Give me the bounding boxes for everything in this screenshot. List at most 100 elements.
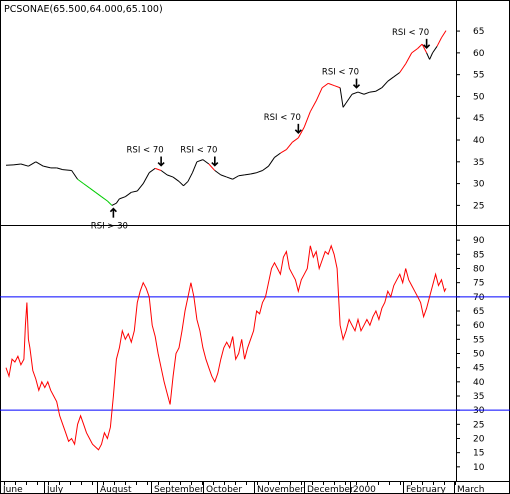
x-tick-label: June bbox=[2, 485, 23, 494]
rsi-signal-annotation: RSI < 70 bbox=[127, 146, 165, 167]
price-y-tick-label: 30 bbox=[473, 180, 485, 190]
x-tick-label: December bbox=[307, 485, 354, 494]
rsi-signal-annotation: RSI < 70 bbox=[180, 146, 219, 167]
price-line-segment bbox=[274, 152, 281, 158]
rsi-y-tick-label: 80 bbox=[473, 265, 485, 275]
price-line-segment bbox=[436, 37, 442, 47]
rsi-signal-label: RSI < 70 bbox=[180, 146, 217, 156]
price-line-segment bbox=[232, 175, 239, 180]
price-line-segment bbox=[77, 178, 84, 185]
price-line-segment bbox=[339, 87, 344, 108]
price-line-segment bbox=[417, 43, 423, 49]
rsi-signal-label: RSI < 70 bbox=[322, 68, 359, 78]
price-line-segment bbox=[421, 43, 428, 54]
x-tick-label: February bbox=[406, 485, 447, 494]
price-line-segment bbox=[196, 159, 204, 163]
price-line-segment bbox=[411, 48, 418, 54]
price-line-segment bbox=[202, 159, 210, 165]
price-line-segment bbox=[136, 183, 144, 192]
price-line-segment bbox=[35, 161, 44, 167]
price-line-segment bbox=[172, 176, 180, 182]
price-line-segment bbox=[244, 173, 251, 176]
price-line-segment bbox=[89, 187, 96, 193]
price-line-segment bbox=[357, 91, 365, 95]
price-line-segment bbox=[119, 196, 126, 200]
x-axis: June July August September October November De… bbox=[0, 481, 510, 494]
price-line-segment bbox=[183, 181, 189, 187]
price-line-segment bbox=[226, 176, 233, 180]
price-y-tick-label: 35 bbox=[473, 158, 484, 168]
price-line-segment bbox=[369, 90, 376, 93]
rsi-y-tick-label: 35 bbox=[473, 392, 484, 402]
price-line-segment bbox=[71, 170, 79, 180]
rsi-y-tick-label: 30 bbox=[473, 406, 485, 416]
price-line-segment bbox=[268, 157, 275, 167]
price-line-segment bbox=[166, 174, 174, 178]
price-line-segment bbox=[28, 161, 37, 167]
price-line-segment bbox=[297, 126, 305, 139]
price-line-segment bbox=[214, 170, 222, 176]
rsi-y-tick-label: 90 bbox=[473, 236, 485, 246]
up-arrow-head-icon bbox=[109, 207, 117, 213]
price-line-segment bbox=[83, 183, 90, 189]
rsi-y-tick-label: 25 bbox=[473, 420, 484, 430]
price-line-segment bbox=[426, 52, 431, 60]
rsi-y-tick-label: 40 bbox=[473, 378, 485, 388]
rsi-signal-label: RSI < 70 bbox=[392, 28, 429, 38]
rsi-signal-label: RSI < 70 bbox=[264, 113, 301, 123]
rsi-y-tick-label: 65 bbox=[473, 307, 484, 317]
price-line-segment bbox=[160, 170, 168, 176]
price-line-segment bbox=[345, 93, 353, 104]
price-y-tick-label: 25 bbox=[473, 201, 484, 211]
rsi-panel: 10 15 20 25 30 35 40 45 50 55 60 65 70 75 80 85 90 bbox=[0, 236, 510, 473]
price-line-segment bbox=[432, 46, 438, 54]
x-tick-label: November bbox=[257, 485, 304, 494]
rsi-signal-label: RSI < 70 bbox=[127, 146, 164, 156]
rsi-signal-annotation: RSI > 30 bbox=[91, 207, 128, 232]
price-line-segment bbox=[187, 172, 193, 182]
price-line-segment bbox=[387, 76, 395, 82]
price-y-tick-label: 50 bbox=[473, 92, 485, 102]
price-line-segment bbox=[20, 163, 29, 167]
price-line-segment bbox=[262, 165, 269, 171]
price-line-segment bbox=[107, 200, 113, 206]
down-arrow-head-icon bbox=[211, 161, 219, 167]
price-line-segment bbox=[191, 161, 198, 173]
price-line-segment bbox=[154, 167, 162, 171]
price-line-segment bbox=[13, 163, 21, 166]
price-line-segment bbox=[303, 111, 311, 128]
price-y-tick-label: 40 bbox=[473, 136, 485, 146]
price-line-segment bbox=[208, 163, 216, 171]
price-line-segment bbox=[43, 165, 51, 169]
rsi-signal-annotation: RSI < 70 bbox=[322, 68, 361, 89]
rsi-y-tick-label: 60 bbox=[473, 321, 485, 331]
price-line-segment bbox=[125, 191, 132, 198]
rsi-y-tick-label: 15 bbox=[473, 449, 484, 459]
price-line-segment bbox=[315, 87, 323, 102]
price-y-tick-label: 60 bbox=[473, 49, 485, 59]
price-line-segment bbox=[286, 141, 293, 150]
price-line-segment bbox=[111, 202, 117, 206]
rsi-line bbox=[5, 244, 447, 451]
rsi-y-tick-label: 70 bbox=[473, 293, 485, 303]
price-line-segment bbox=[399, 63, 407, 73]
rsi-signal-label: RSI > 30 bbox=[91, 222, 128, 232]
price-line-segment bbox=[441, 30, 447, 38]
price-line-segment bbox=[405, 52, 413, 64]
price-line-segment bbox=[220, 174, 227, 178]
price-line-segment bbox=[381, 80, 389, 89]
price-line-segment bbox=[333, 85, 341, 89]
price-line-segment bbox=[429, 52, 434, 60]
x-tick-label: March bbox=[457, 485, 484, 494]
x-tick-label: July bbox=[46, 485, 64, 494]
price-line-segment bbox=[363, 91, 371, 95]
rsi-signal-annotation: RSI < 70 bbox=[392, 28, 431, 49]
x-tick-label: 2000 bbox=[353, 485, 376, 494]
rsi-y-tick-label: 20 bbox=[473, 435, 485, 445]
x-tick-label: September bbox=[154, 485, 204, 494]
price-line-segment bbox=[142, 172, 150, 184]
price-y-tick-label: 55 bbox=[473, 71, 484, 81]
price-y-tick-label: 45 bbox=[473, 114, 484, 124]
